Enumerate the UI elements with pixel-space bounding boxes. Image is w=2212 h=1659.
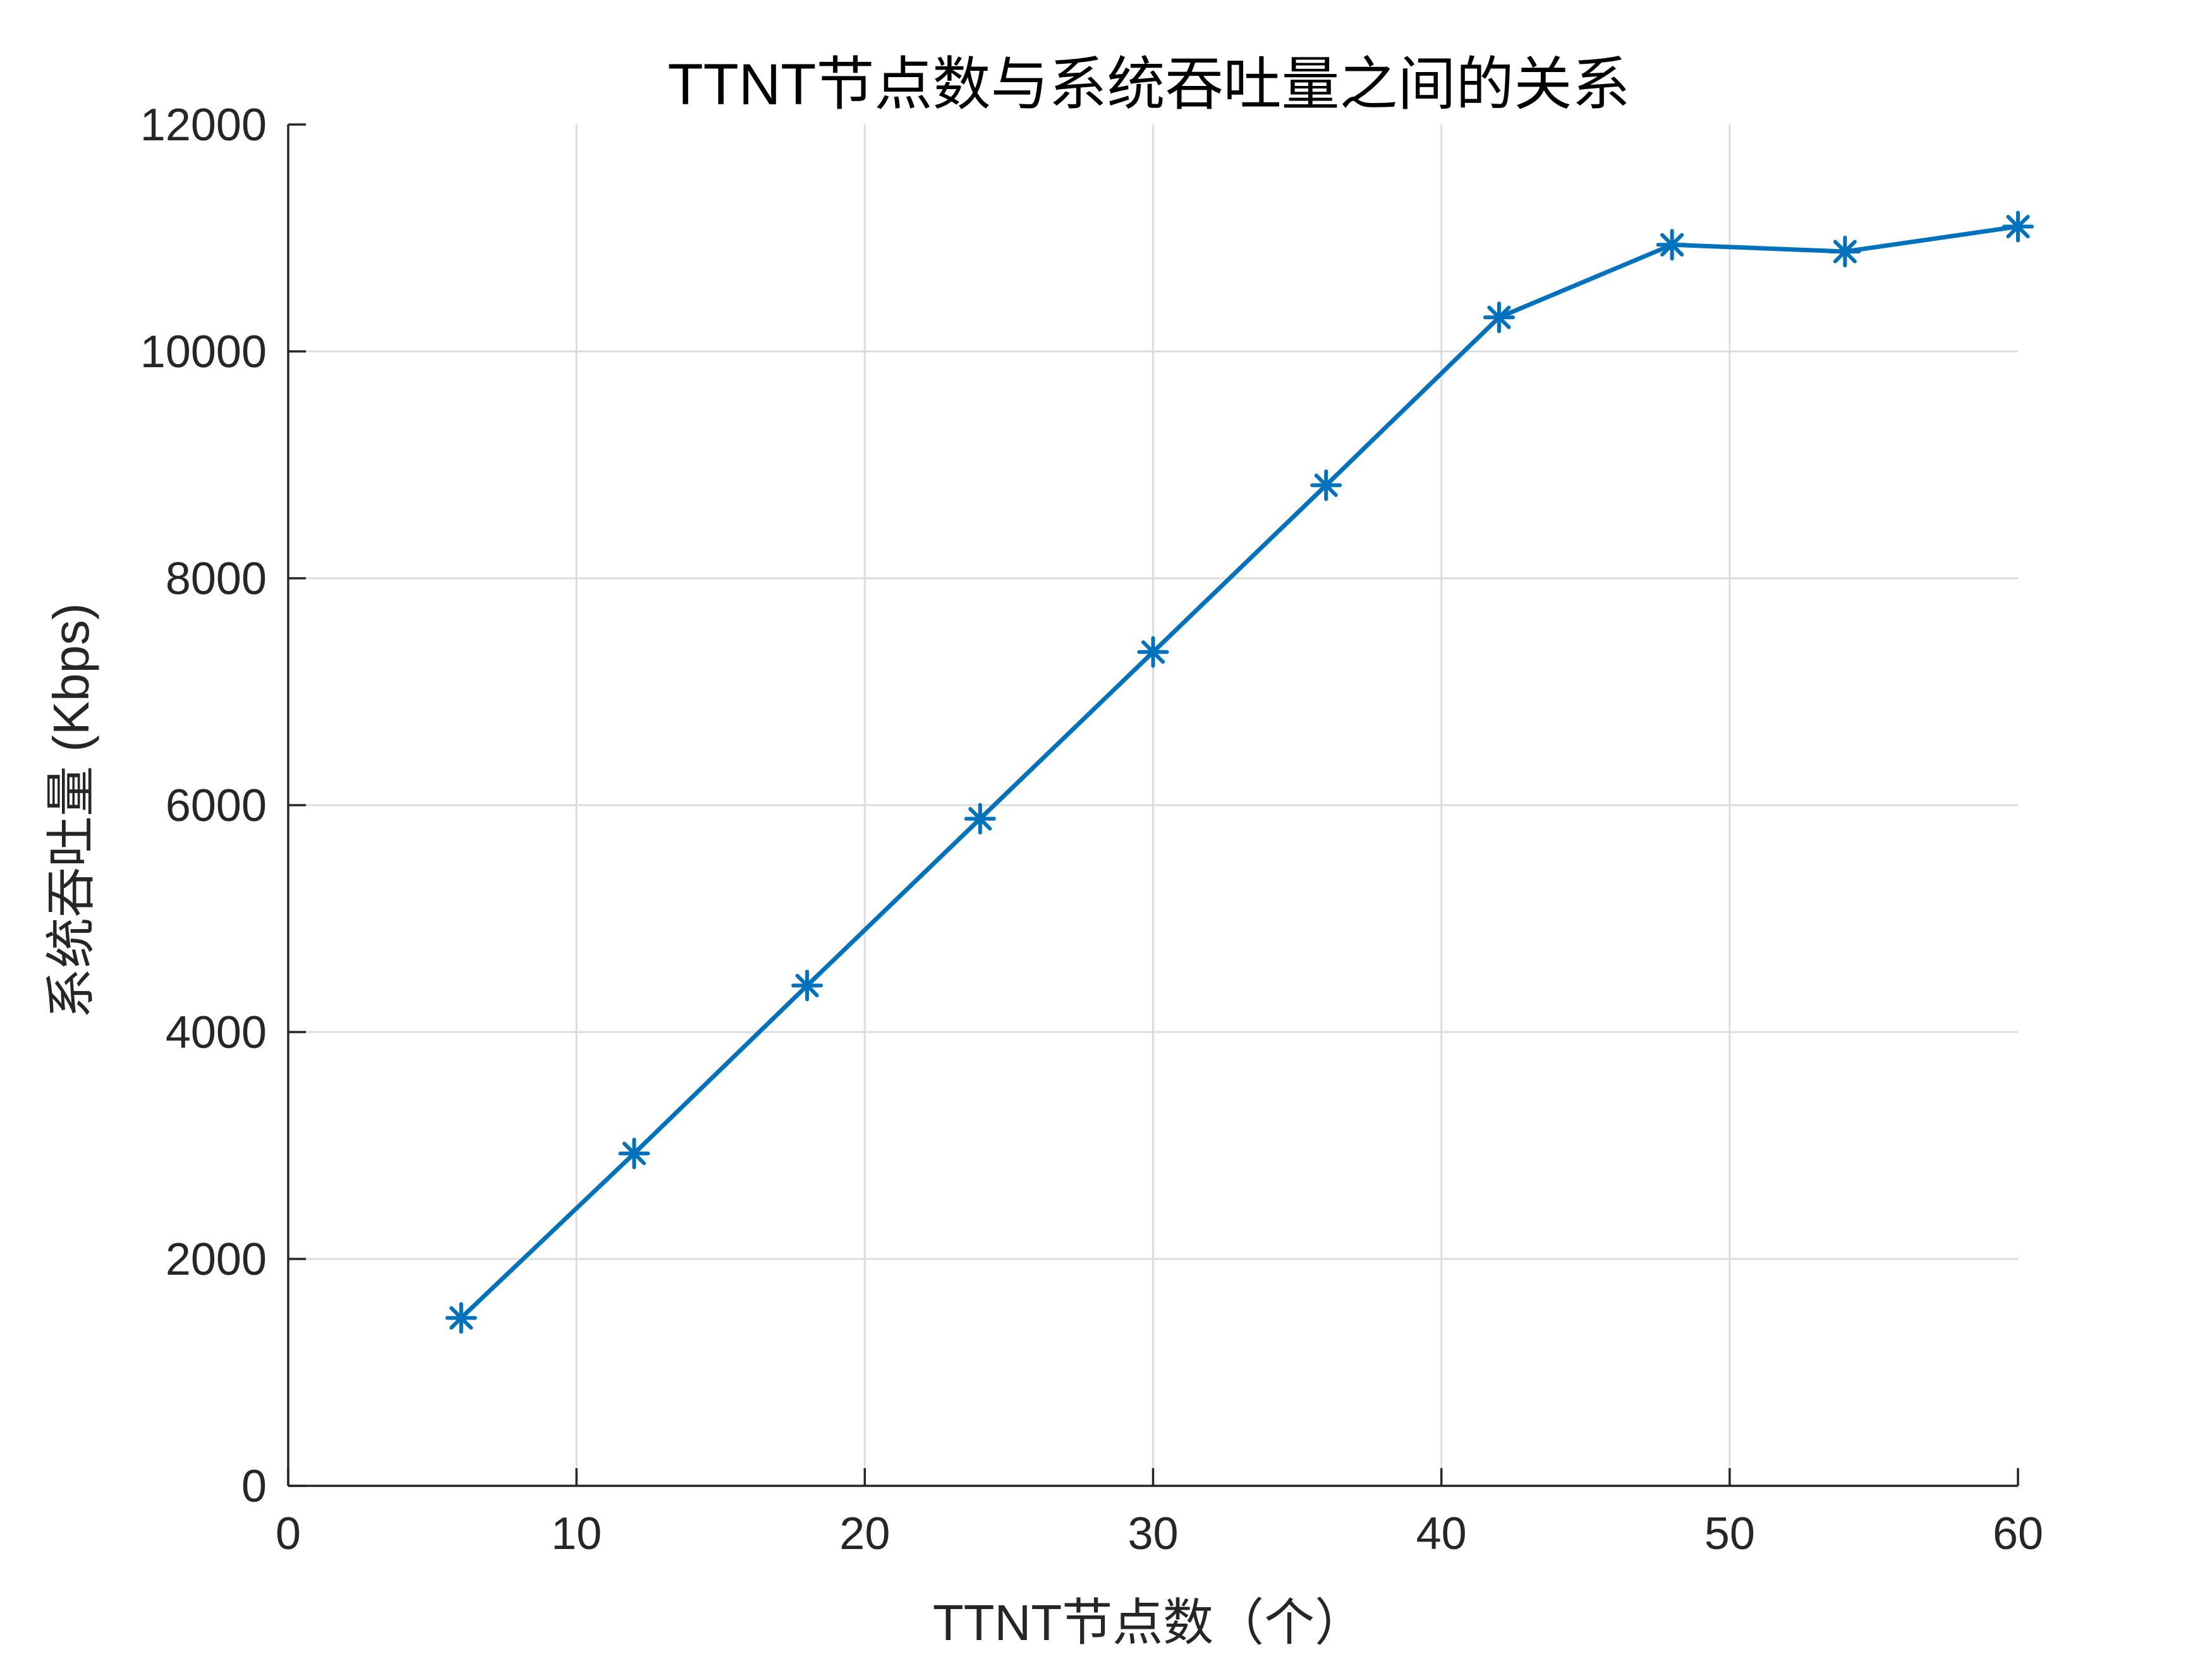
x-axis-label: TTNT节点数（个） [933,1595,1365,1651]
data-point-marker [1310,469,1342,501]
x-tick-label: 20 [839,1509,890,1559]
data-series [445,210,2034,1334]
x-tick-label: 60 [1993,1509,2043,1559]
data-point-marker [618,1138,650,1170]
data-point-marker [445,1302,477,1334]
data-point-marker [2002,210,2034,243]
y-tick-labels: 0 2000 4000 6000 8000 10000 12000 [140,100,267,1512]
x-tick-labels: 0 10 20 30 40 50 60 [276,1509,2043,1559]
x-tick-label: 30 [1127,1509,1178,1559]
data-point-marker [1829,236,1861,268]
data-point-marker [1656,229,1688,261]
x-tick-label: 50 [1705,1509,1755,1559]
marker-stroke [622,1141,646,1165]
grid-lines [288,125,2018,1486]
data-point-marker [791,969,823,1002]
marker-stroke [449,1306,473,1330]
x-tick-label: 0 [276,1509,301,1559]
chart-title: TTNT节点数与系统吞吐量之间的关系 [667,52,1630,117]
marker-stroke [1314,473,1338,497]
y-tick-label: 2000 [166,1234,267,1285]
y-tick-label: 12000 [140,100,267,150]
marker-stroke [1141,640,1165,664]
y-tick-label: 6000 [166,781,267,831]
marker-stroke [968,806,992,831]
marker-stroke [1833,240,1857,264]
marker-stroke [2006,214,2030,239]
y-tick-label: 4000 [166,1007,267,1058]
data-point-marker [1483,301,1515,334]
x-tick-label: 10 [551,1509,602,1559]
data-point-marker [1137,636,1169,668]
y-tick-label: 0 [241,1461,267,1512]
marker-stroke [1660,233,1684,257]
y-axis-label: 系统吞吐量 (Kbps) [43,603,99,1019]
y-tick-label: 10000 [140,327,267,377]
axes [287,123,2019,1487]
data-point-marker [964,803,996,835]
x-tick-label: 40 [1416,1509,1467,1559]
series-line [459,224,2021,1320]
y-tick-label: 8000 [166,554,267,604]
marker-stroke [795,973,819,997]
marker-stroke [1487,305,1511,329]
